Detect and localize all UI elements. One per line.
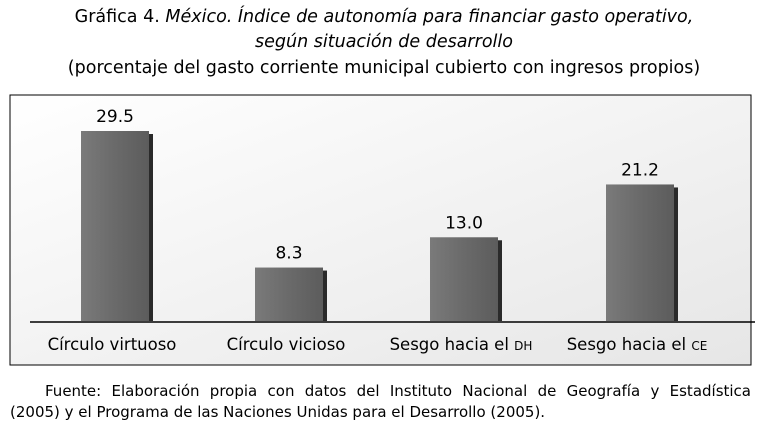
x-tick-label: Sesgo hacia el CE <box>567 335 708 354</box>
bars-layer <box>81 131 678 321</box>
chart-title: Gráfica 4. México. Índice de autonomía p… <box>0 5 768 29</box>
chart-subtitle: (porcentaje del gasto corriente municipa… <box>67 58 701 78</box>
source-line-1: Fuente: Elaboración propia con datos del… <box>45 382 751 400</box>
bar <box>255 267 323 321</box>
title-main: México. Índice de autonomía para financi… <box>165 7 694 27</box>
bar <box>430 237 498 321</box>
bar <box>81 131 149 321</box>
x-tick-label: Círculo vicioso <box>227 335 346 354</box>
data-label: 21.2 <box>621 160 659 180</box>
x-tick-label: Sesgo hacia el DH <box>390 335 533 354</box>
data-label: 8.3 <box>275 244 302 264</box>
chart-title-line2: según situación de desarrollo <box>255 32 513 52</box>
x-tick-label: Círculo virtuoso <box>48 335 177 354</box>
source-line-2: (2005) y el Programa de las Naciones Uni… <box>10 403 546 421</box>
data-label: 29.5 <box>96 107 134 127</box>
bar <box>606 184 674 321</box>
labels-layer: 29.5 Círculo virtuoso 8.3 Círculo vicioso 13… <box>48 107 708 354</box>
title-prefix: Gráfica 4. <box>74 7 160 27</box>
data-label: 13.0 <box>445 213 483 233</box>
